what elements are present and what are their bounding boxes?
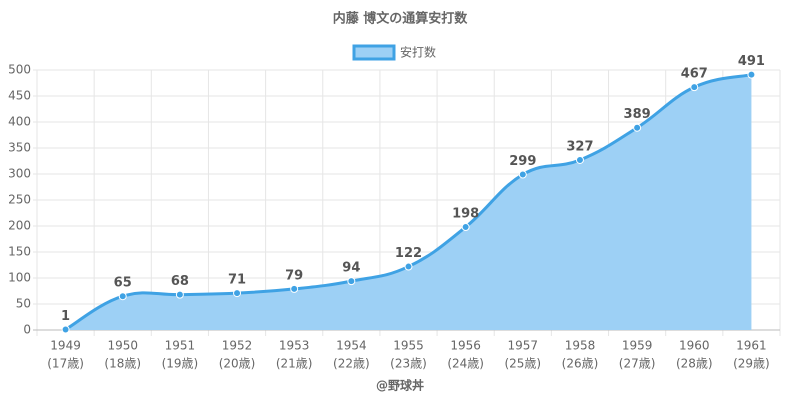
value-label: 467 bbox=[681, 67, 708, 82]
x-tick-label: 1959 bbox=[622, 339, 653, 353]
footer: @野球丼 bbox=[376, 378, 424, 393]
point bbox=[347, 277, 356, 286]
y-tick-label: 300 bbox=[8, 167, 31, 181]
point bbox=[61, 325, 70, 334]
legend-label: 安打数 bbox=[400, 45, 436, 60]
point bbox=[575, 155, 584, 164]
point bbox=[118, 292, 127, 301]
y-tick-label: 400 bbox=[8, 115, 31, 129]
value-label: 122 bbox=[395, 246, 422, 261]
y-tick-label: 250 bbox=[8, 193, 31, 207]
x-tick-label: 1960 bbox=[679, 339, 710, 353]
point bbox=[518, 170, 527, 179]
value-label: 65 bbox=[114, 276, 132, 291]
x-tick-sublabel: (27歳) bbox=[619, 357, 656, 371]
x-tick-sublabel: (18歳) bbox=[104, 357, 141, 371]
x-tick-sublabel: (20歳) bbox=[219, 357, 256, 371]
area bbox=[65, 74, 752, 331]
x-tick-label: 1951 bbox=[165, 339, 196, 353]
x-tick-label: 1953 bbox=[279, 339, 310, 353]
x-tick-sublabel: (22歳) bbox=[333, 357, 370, 371]
x-tick-sublabel: (28歳) bbox=[676, 357, 713, 371]
chart-title: 内藤 博文の通算安打数 bbox=[333, 11, 469, 27]
y-tick-label: 350 bbox=[8, 141, 31, 155]
value-label: 198 bbox=[452, 207, 479, 222]
point bbox=[690, 83, 699, 92]
value-label: 68 bbox=[171, 274, 189, 289]
point bbox=[747, 70, 756, 79]
point bbox=[461, 223, 470, 232]
x-tick-sublabel: (29歳) bbox=[733, 357, 770, 371]
legend-swatch bbox=[352, 44, 396, 61]
y-tick-label: 450 bbox=[8, 89, 31, 103]
point bbox=[290, 284, 299, 293]
value-label: 491 bbox=[738, 54, 765, 69]
y-tick-label: 150 bbox=[8, 245, 31, 259]
point bbox=[404, 262, 413, 271]
x-tick-label: 1954 bbox=[336, 339, 367, 353]
point bbox=[633, 123, 642, 132]
point bbox=[175, 290, 184, 299]
value-label: 1 bbox=[61, 309, 70, 324]
x-tick-sublabel: (25歳) bbox=[504, 357, 541, 371]
x-tick-label: 1952 bbox=[222, 339, 253, 353]
x-tick-sublabel: (26歳) bbox=[562, 357, 599, 371]
y-tick-label: 500 bbox=[8, 63, 31, 77]
x-tick-label: 1956 bbox=[450, 339, 481, 353]
x-tick-label: 1961 bbox=[736, 339, 767, 353]
value-label: 71 bbox=[228, 273, 246, 288]
value-label: 94 bbox=[342, 261, 360, 276]
x-tick-label: 1949 bbox=[50, 339, 81, 353]
value-label: 79 bbox=[285, 268, 303, 283]
x-tick-sublabel: (17歳) bbox=[47, 357, 84, 371]
x-tick-sublabel: (19歳) bbox=[162, 357, 199, 371]
x-tick-sublabel: (24歳) bbox=[447, 357, 484, 371]
y-tick-label: 50 bbox=[16, 297, 31, 311]
y-tick-label: 100 bbox=[8, 271, 31, 285]
x-tick-label: 1955 bbox=[393, 339, 424, 353]
y-tick-label: 0 bbox=[23, 323, 31, 337]
value-label: 299 bbox=[509, 154, 536, 169]
value-label: 389 bbox=[624, 107, 651, 122]
x-tick-label: 1957 bbox=[508, 339, 539, 353]
x-tick-label: 1950 bbox=[107, 339, 138, 353]
value-label: 327 bbox=[566, 139, 593, 154]
x-tick-sublabel: (23歳) bbox=[390, 357, 427, 371]
point bbox=[233, 289, 242, 298]
x-tick-sublabel: (21歳) bbox=[276, 357, 313, 371]
y-tick-label: 200 bbox=[8, 219, 31, 233]
x-tick-label: 1958 bbox=[565, 339, 596, 353]
